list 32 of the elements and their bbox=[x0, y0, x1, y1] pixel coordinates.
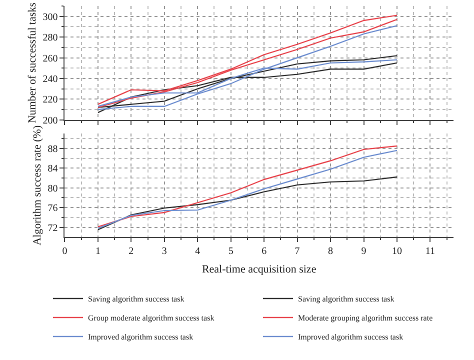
x-tick-label: 5 bbox=[228, 246, 234, 258]
x-tick-label: 9 bbox=[361, 246, 366, 258]
x-axis-title: Real-time acquisition size bbox=[202, 263, 316, 276]
y-axis-title: Algorithm success rate (%) bbox=[31, 125, 44, 246]
y-tick-label: 280 bbox=[42, 32, 58, 44]
legend-label: Moderate grouping algorithm success rate bbox=[298, 314, 434, 323]
y-tick-label: 80 bbox=[48, 183, 58, 194]
y-tick-label: 260 bbox=[42, 53, 58, 64]
y-tick-label: 76 bbox=[48, 203, 58, 214]
x-tick-label: 10 bbox=[392, 246, 402, 258]
legend-label: Improved algorithm success task bbox=[88, 332, 194, 342]
x-tick-label: 1 bbox=[95, 246, 100, 258]
x-tick-label: 8 bbox=[328, 246, 334, 258]
y-axis-title: Number of successful tasks bbox=[26, 2, 38, 124]
x-tick-label: 2 bbox=[128, 246, 134, 258]
x-tick-label: 4 bbox=[195, 246, 200, 258]
y-tick-label: 84 bbox=[48, 164, 58, 175]
legend-label: Saving algorithm success task bbox=[88, 294, 184, 304]
x-tick-label: 0 bbox=[62, 246, 68, 258]
x-tick-label: 3 bbox=[162, 246, 167, 258]
legend-label: Group moderate algorithm success task bbox=[88, 314, 214, 323]
x-tick-label: 11 bbox=[425, 246, 436, 258]
legend-label: Improved algorithm success task bbox=[298, 332, 404, 342]
y-tick-label: 300 bbox=[42, 12, 58, 23]
x-tick-label: 7 bbox=[294, 246, 300, 258]
x-tick-label: 6 bbox=[262, 246, 267, 258]
y-tick-label: 88 bbox=[48, 144, 58, 155]
y-tick-label: 240 bbox=[42, 74, 58, 85]
y-tick-label: 200 bbox=[42, 115, 58, 126]
y-tick-label: 72 bbox=[48, 222, 58, 234]
legend-label: Saving algorithm success task bbox=[298, 294, 394, 304]
y-tick-label: 220 bbox=[42, 94, 58, 106]
